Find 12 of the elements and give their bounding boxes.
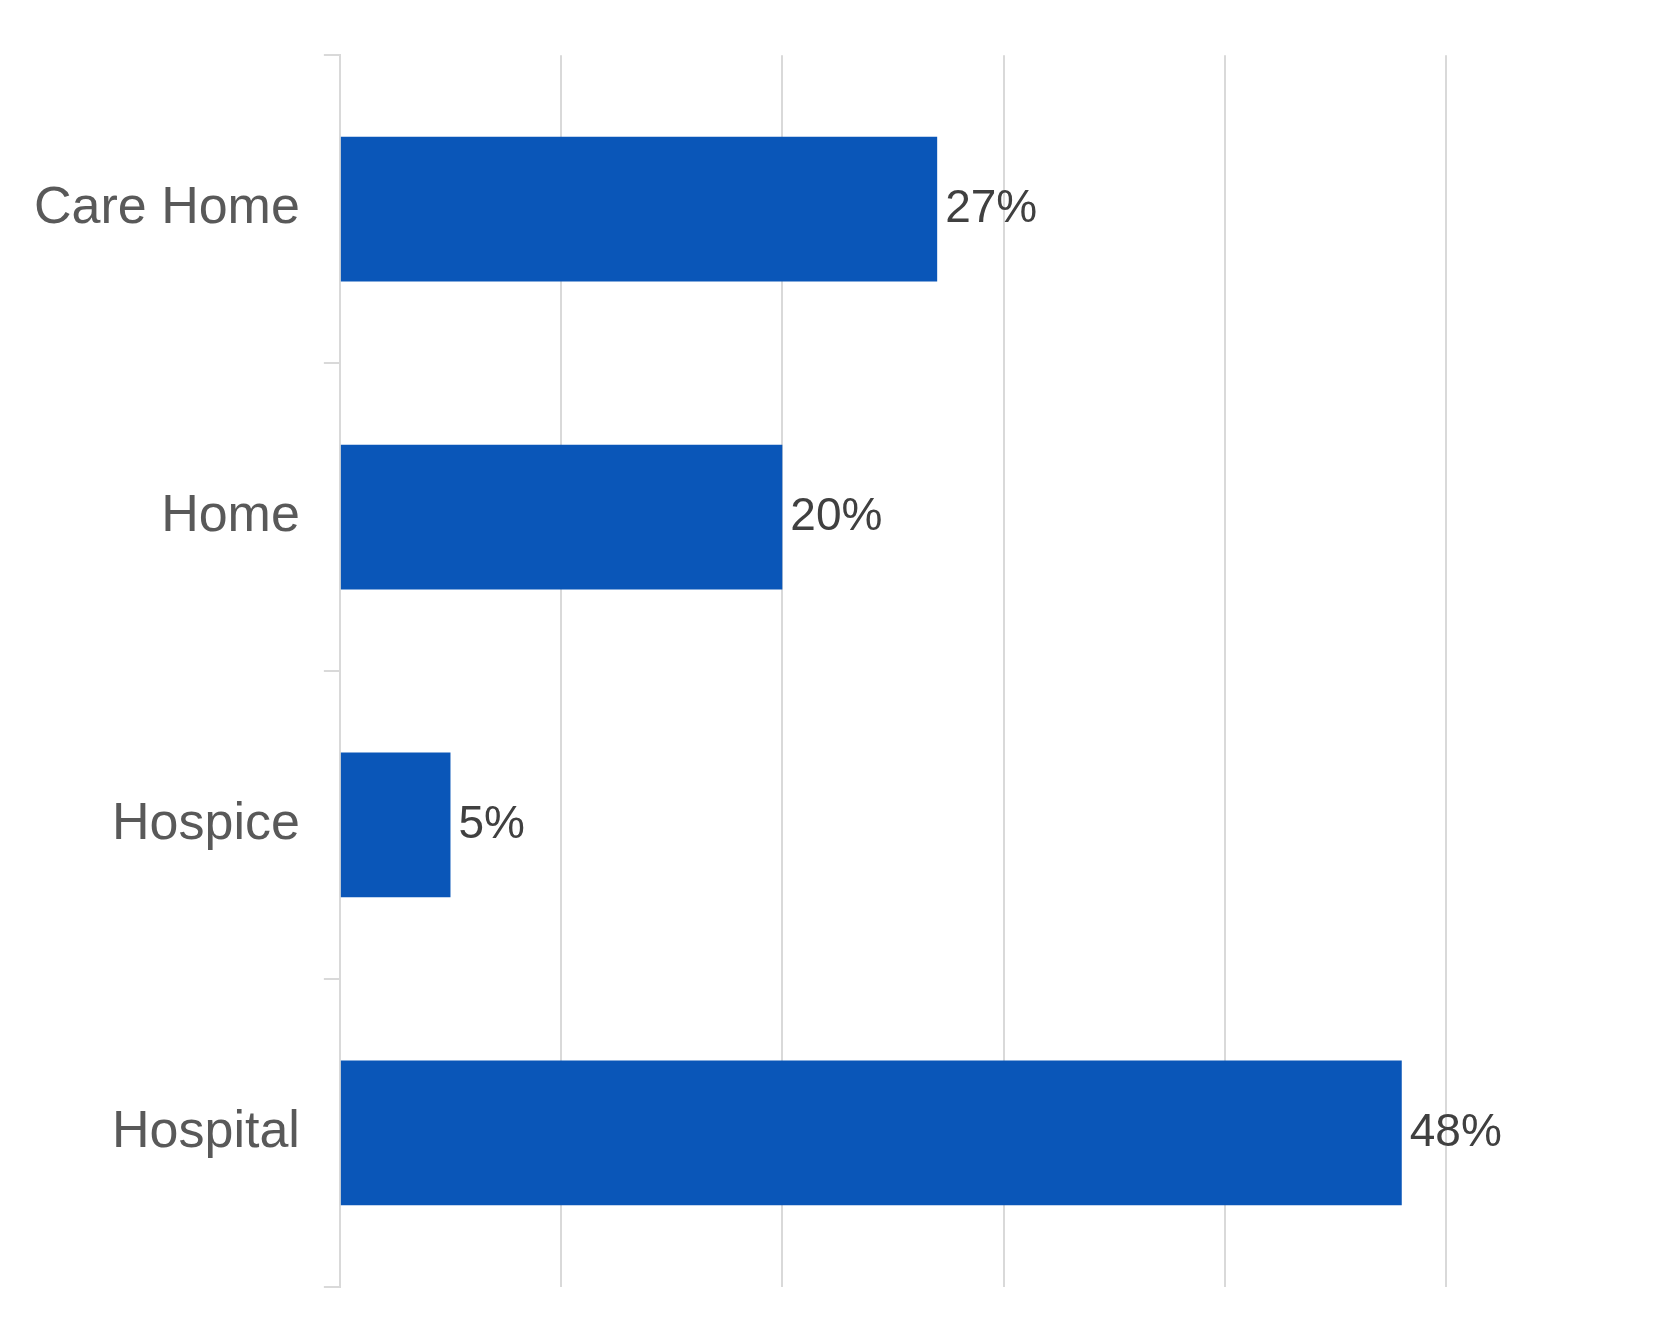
data-label: 27% [945,179,1038,232]
bar [340,136,938,282]
y-tick-label: Hospital [111,1100,300,1159]
data-label: 5% [458,795,525,848]
bar [340,752,451,898]
y-tick-label: Care Home [33,176,300,235]
y-tick-label: Home [161,484,300,543]
bar [340,444,783,590]
bar [340,1060,1402,1206]
data-label: 48% [1409,1103,1502,1156]
y-tick-label: Hospice [111,792,300,851]
data-label: 20% [790,487,883,540]
